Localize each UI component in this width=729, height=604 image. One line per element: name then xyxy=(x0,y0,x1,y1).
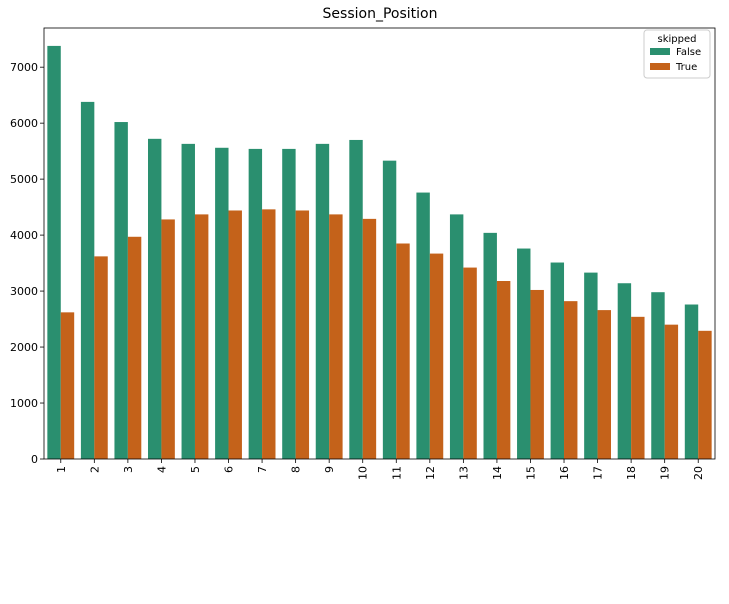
bar-true-8 xyxy=(295,210,310,459)
bar-false-1 xyxy=(47,45,61,459)
legend-label-false: False xyxy=(676,47,701,58)
bar-true-4 xyxy=(161,219,175,459)
bar-true-15 xyxy=(530,289,544,459)
bar-true-18 xyxy=(631,316,645,459)
x-tick-label: 12 xyxy=(424,466,437,480)
legend-swatch-true xyxy=(650,63,670,70)
bar-true-9 xyxy=(329,214,343,459)
bar-false-2 xyxy=(80,101,95,459)
bar-true-5 xyxy=(194,214,209,459)
bar-false-16 xyxy=(550,262,565,459)
bar-false-5 xyxy=(181,143,195,459)
x-tick-label: 16 xyxy=(558,466,571,480)
y-tick-label: 3000 xyxy=(10,285,38,298)
x-tick-label: 2 xyxy=(88,466,101,473)
legend-label-true: True xyxy=(675,62,697,73)
bar-true-12 xyxy=(429,253,444,459)
x-tick-label: 20 xyxy=(692,466,705,480)
plot-frame xyxy=(43,27,716,460)
x-axis: 1 2 3 4 5 6 7 8 9 10 11 12 13 14 15 16 17 18 19 20 xyxy=(55,459,705,480)
y-tick-label: 0 xyxy=(31,453,38,466)
x-tick-label: 11 xyxy=(390,466,403,480)
bar-true-7 xyxy=(262,209,276,459)
x-tick-label: 7 xyxy=(256,466,269,473)
bar-true-20 xyxy=(698,330,712,459)
bar-false-3 xyxy=(114,122,128,459)
x-tick-label: 9 xyxy=(323,466,336,473)
bar-true-19 xyxy=(664,324,679,459)
y-tick-label: 4000 xyxy=(10,229,38,242)
bar-false-20 xyxy=(684,304,699,459)
bar-true-3 xyxy=(127,236,142,459)
y-tick-label: 5000 xyxy=(10,173,38,186)
bar-false-14 xyxy=(483,232,497,459)
bar-false-10 xyxy=(349,139,363,459)
bar-false-11 xyxy=(382,160,397,459)
legend-title: skipped xyxy=(658,34,697,45)
bar-true-11 xyxy=(396,243,410,459)
x-tick-label: 6 xyxy=(223,466,236,473)
y-tick-label: 1000 xyxy=(10,397,38,410)
x-tick-label: 10 xyxy=(357,466,370,480)
y-tick-label: 6000 xyxy=(10,117,38,130)
x-tick-label: 17 xyxy=(592,466,605,480)
bar-false-4 xyxy=(148,138,162,459)
bar-false-8 xyxy=(282,148,296,459)
bar-false-7 xyxy=(248,148,263,459)
x-tick-label: 1 xyxy=(55,466,68,473)
x-tick-label: 5 xyxy=(189,466,202,473)
x-tick-label: 14 xyxy=(491,466,504,480)
x-tick-label: 18 xyxy=(625,466,638,480)
bar-false-18 xyxy=(617,283,632,459)
bar-true-6 xyxy=(228,210,242,459)
bar-true-10 xyxy=(362,218,377,459)
bar-false-15 xyxy=(517,248,531,459)
bar-true-17 xyxy=(597,310,611,459)
bar-false-9 xyxy=(315,143,330,459)
bar-true-14 xyxy=(496,281,511,459)
x-tick-label: 15 xyxy=(524,466,537,480)
bar-true-2 xyxy=(94,256,108,459)
bar-true-16 xyxy=(564,301,578,459)
y-tick-label: 7000 xyxy=(10,61,38,74)
bar-true-13 xyxy=(463,267,477,459)
x-tick-label: 13 xyxy=(457,466,470,480)
y-tick-label: 2000 xyxy=(10,341,38,354)
bar-false-12 xyxy=(416,192,430,459)
bar-false-6 xyxy=(215,147,229,459)
legend-swatch-false xyxy=(650,48,670,55)
bar-false-17 xyxy=(584,272,598,459)
x-tick-label: 19 xyxy=(659,466,672,480)
bar-false-19 xyxy=(651,292,665,459)
x-tick-label: 8 xyxy=(290,466,303,473)
y-axis: 0 1000 2000 3000 4000 5000 6000 7000 xyxy=(10,61,44,466)
x-tick-label: 4 xyxy=(155,466,168,473)
chart-title: Session_Position xyxy=(323,6,438,22)
bar-false-13 xyxy=(449,214,464,459)
x-tick-label: 3 xyxy=(122,466,135,473)
plot-area xyxy=(43,27,716,460)
legend: skipped False True xyxy=(643,29,711,79)
bar-true-1 xyxy=(60,312,75,459)
